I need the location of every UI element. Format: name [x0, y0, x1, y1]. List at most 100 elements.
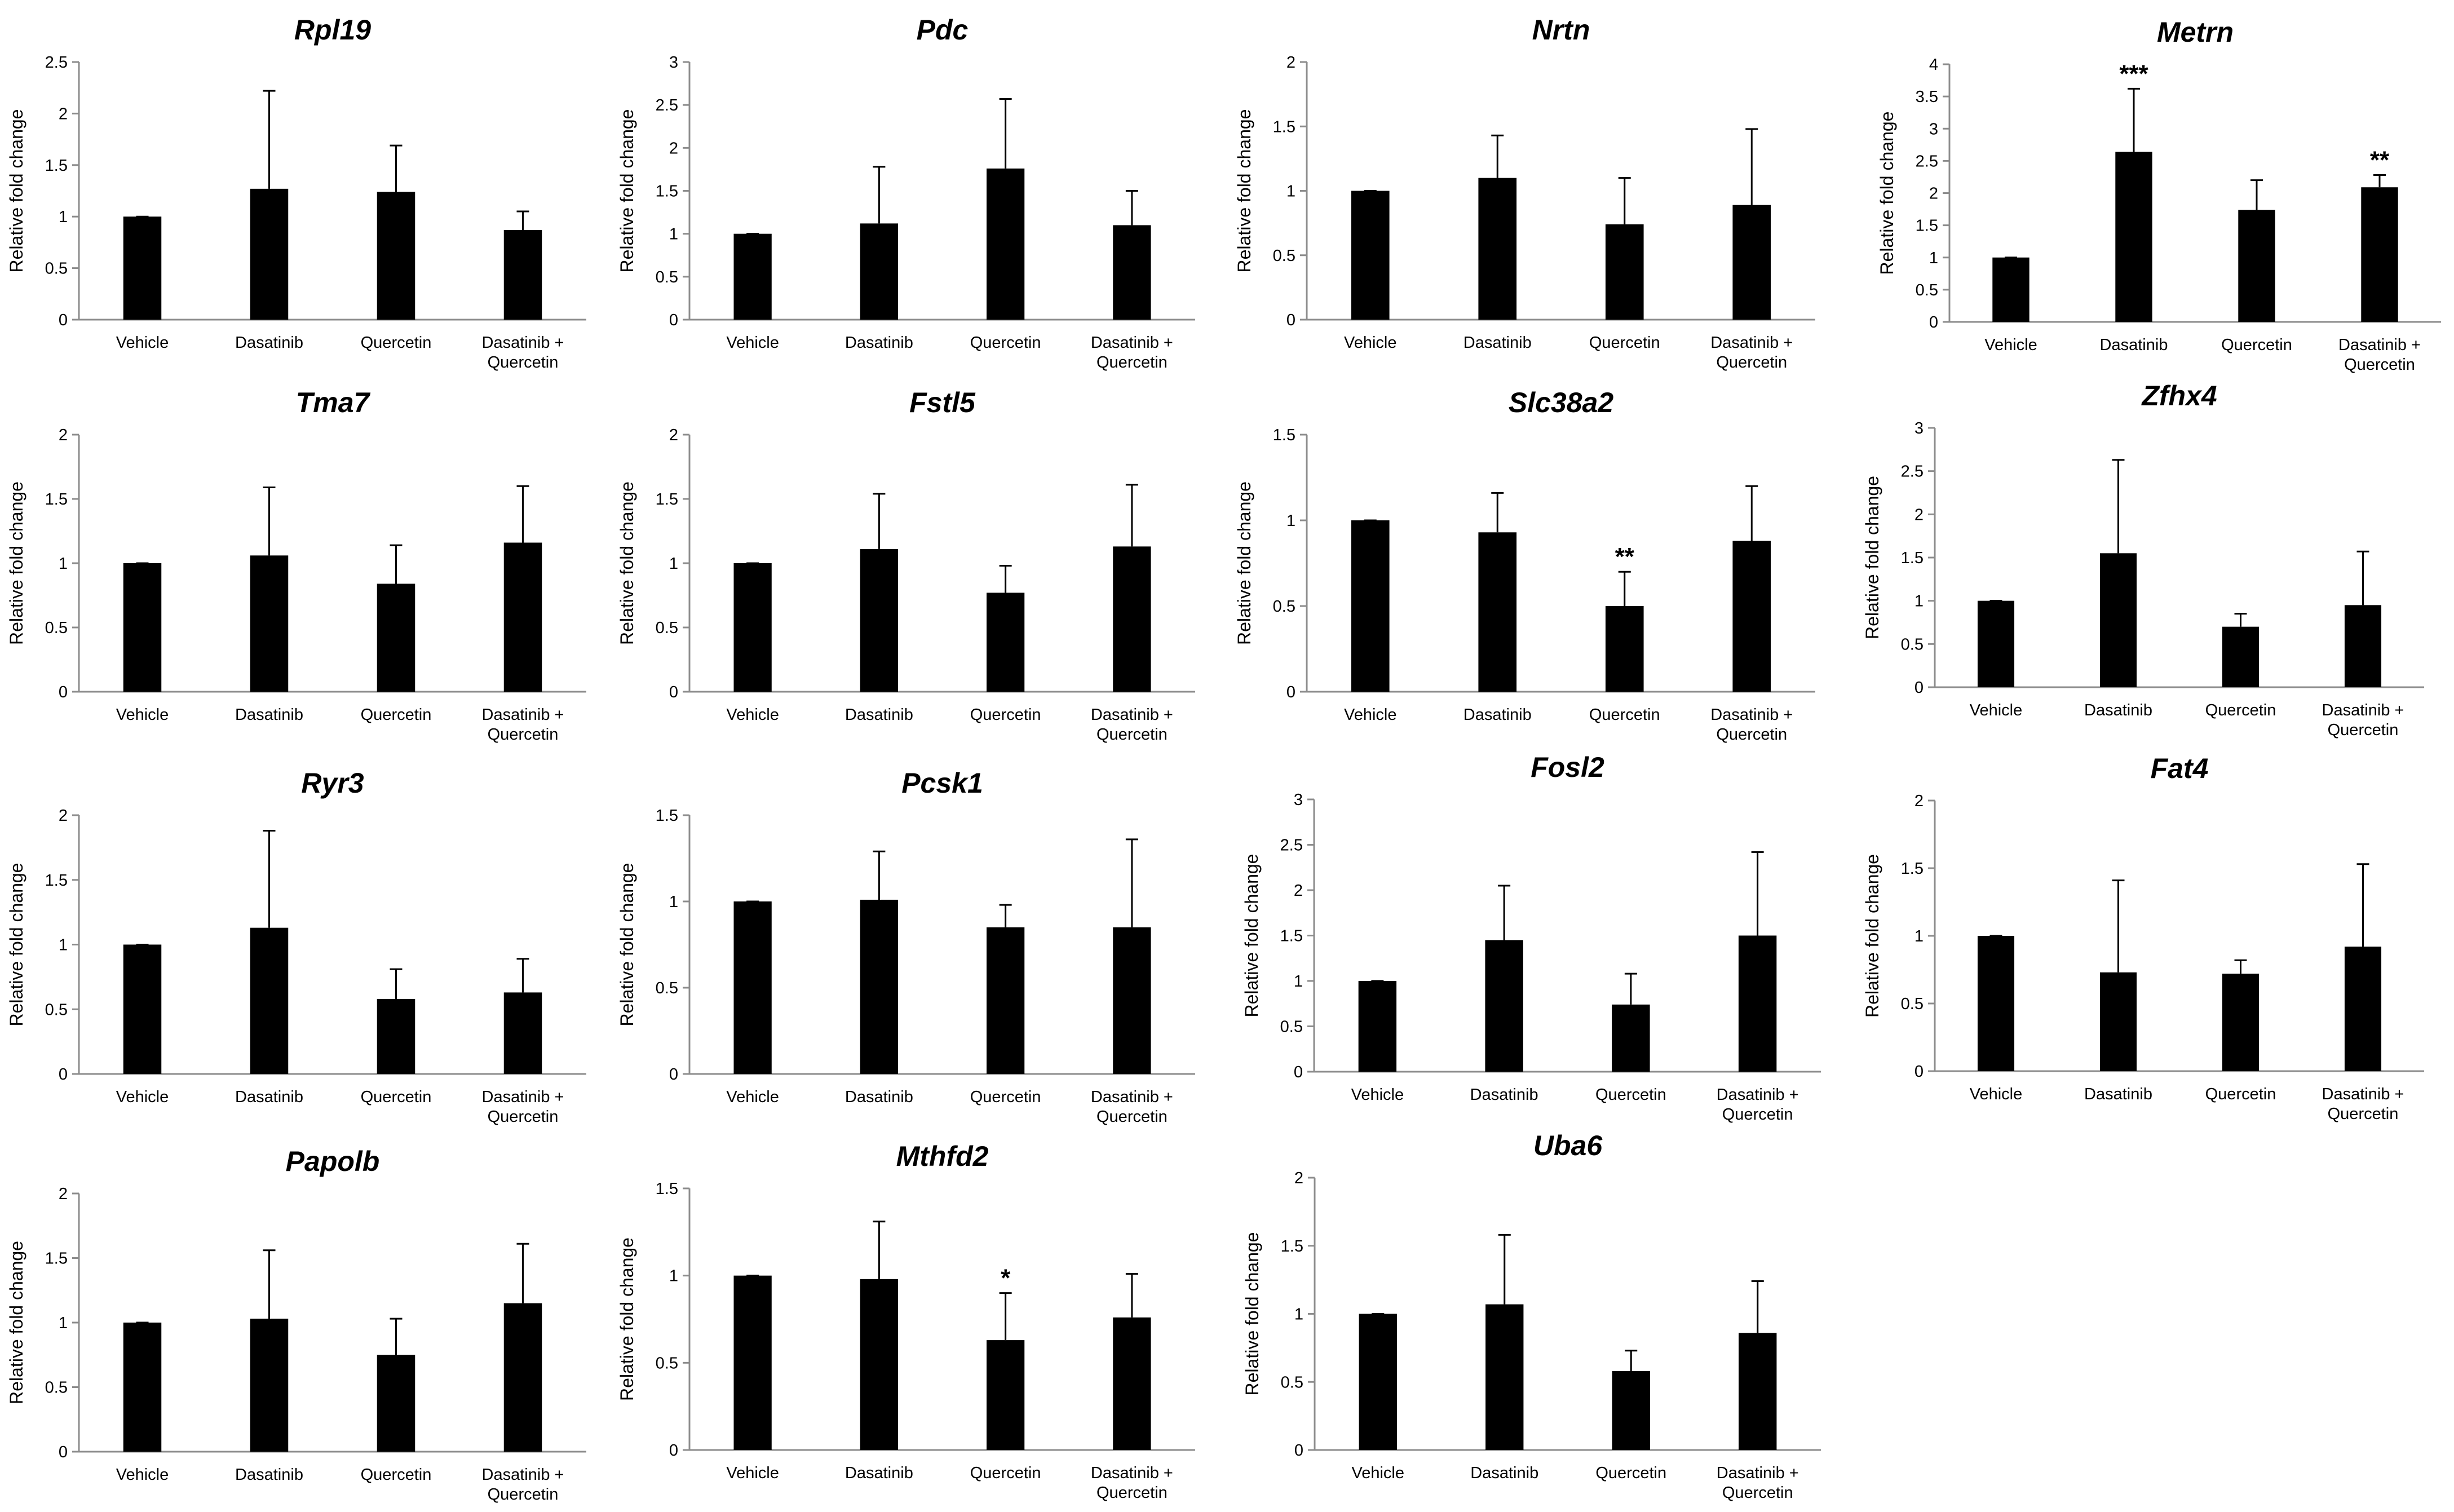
bar	[1485, 1304, 1524, 1450]
panel-nrtn: Nrtn Relative fold change 0 0.5 1 1.5 2 Vehicle…	[1234, 14, 1815, 372]
x-category-label: Vehicle	[1351, 1464, 1404, 1482]
x-category-label: Dasatinib +	[1091, 1464, 1173, 1482]
bar	[1738, 935, 1777, 1072]
x-category-label: Quercetin	[1722, 1106, 1793, 1124]
x-category-label: Dasatinib	[2084, 701, 2152, 719]
x-category-label: Quercetin	[2328, 721, 2399, 739]
y-tick-label: 1	[1286, 183, 1295, 201]
chart-title: Ryr3	[301, 767, 364, 799]
bar	[503, 229, 542, 320]
x-category-label: Vehicle	[726, 1464, 779, 1482]
bar	[2344, 947, 2382, 1071]
y-tick-label: 1.5	[45, 490, 68, 509]
chart-title: Zfhx4	[2141, 380, 2217, 412]
x-category-label: Dasatinib +	[1091, 706, 1173, 724]
bar	[377, 998, 415, 1074]
x-category-label: Quercetin	[2205, 701, 2276, 719]
bar	[986, 593, 1025, 692]
x-category-label: Dasatinib	[1470, 1464, 1538, 1482]
panel-mthfd2: Mthfd2 Relative fold change 0 0.5 1 1.5 Vehicl…	[617, 1140, 1195, 1502]
y-tick-label: 1.5	[45, 1250, 68, 1268]
panel-fstl5: Fstl5 Relative fold change 0 0.5 1 1.5 2 Vehicl…	[617, 387, 1195, 744]
x-category-label: Quercetin	[970, 1464, 1041, 1482]
panel-rpl19: Rpl19 Relative fold change 0 0.5 1 1.5 2 2.5 Veh…	[6, 14, 586, 372]
bar	[1113, 1317, 1151, 1450]
bar	[1605, 224, 1644, 320]
x-category-label: Dasatinib +	[482, 334, 564, 352]
bar	[377, 192, 415, 320]
y-tick-label: 1.5	[1273, 426, 1295, 444]
y-tick-label: 1	[669, 226, 678, 244]
y-tick-label: 1.5	[656, 1180, 678, 1198]
bar	[2222, 626, 2260, 687]
y-tick-label: 1	[669, 555, 678, 573]
bar	[860, 1279, 899, 1450]
y-tick-label: 0	[1914, 679, 1924, 697]
bar	[250, 1319, 289, 1452]
y-tick-label: 2	[1286, 54, 1295, 72]
y-tick-label: 0	[1286, 311, 1295, 329]
x-category-label: Quercetin	[1589, 334, 1660, 352]
panel-papolb: Papolb Relative fold change 0 0.5 1 1.5 2 Vehic…	[6, 1146, 586, 1504]
bar	[1113, 927, 1151, 1074]
bar	[1359, 1314, 1397, 1450]
x-category-label: Dasatinib	[1470, 1086, 1538, 1104]
x-category-label: Vehicle	[726, 334, 779, 352]
chart-title: Rpl19	[294, 14, 371, 46]
y-tick-label: 2	[1294, 1169, 1303, 1187]
bar	[733, 1275, 772, 1450]
x-category-label: Dasatinib +	[2322, 1085, 2404, 1103]
y-tick-label: 2.5	[1901, 463, 1924, 481]
chart-title: Mthfd2	[896, 1140, 989, 1172]
x-category-label: Quercetin	[2344, 356, 2415, 374]
y-tick-label: 1	[59, 936, 68, 954]
y-tick-label: 1.5	[1916, 217, 1938, 235]
y-axis-title: Relative fold change	[1234, 481, 1254, 645]
y-tick-label: 0	[59, 311, 68, 329]
y-axis-title: Relative fold change	[6, 109, 26, 273]
x-category-label: Quercetin	[1716, 726, 1787, 744]
bar	[1732, 205, 1771, 320]
y-tick-label: 0.5	[1273, 598, 1295, 616]
bar	[733, 563, 772, 692]
y-tick-label: 1.5	[45, 872, 68, 890]
x-category-label: Dasatinib	[1463, 706, 1532, 724]
y-tick-label: 2.5	[1916, 152, 1938, 170]
x-category-label: Quercetin	[361, 1466, 432, 1484]
panel-pdc: Pdc Relative fold change 0 0.5 1 1.5 2 2.5 3 Vehi…	[617, 14, 1195, 372]
x-category-label: Vehicle	[726, 1088, 779, 1106]
x-category-label: Quercetin	[1722, 1484, 1793, 1502]
y-tick-label: 0.5	[45, 1001, 68, 1019]
bar	[1977, 936, 2015, 1071]
x-category-label: Dasatinib	[845, 1464, 913, 1482]
x-category-label: Quercetin	[488, 1486, 559, 1504]
x-category-label: Quercetin	[1096, 1484, 1168, 1502]
x-category-label: Vehicle	[116, 334, 169, 352]
x-category-label: Quercetin	[1096, 726, 1168, 744]
x-category-label: Dasatinib +	[1091, 1088, 1173, 1106]
bar	[123, 563, 162, 692]
y-axis-title: Relative fold change	[617, 109, 637, 273]
bar	[503, 992, 542, 1074]
x-category-label: Quercetin	[1595, 1464, 1666, 1482]
y-tick-label: 1	[59, 555, 68, 573]
x-category-label: Dasatinib	[2084, 1085, 2152, 1103]
bar	[2344, 605, 2382, 687]
y-tick-label: 0	[1914, 1063, 1924, 1081]
x-category-label: Dasatinib +	[1717, 1464, 1799, 1482]
bar	[2222, 974, 2260, 1071]
y-tick-label: 0	[669, 1442, 678, 1460]
y-axis-title: Relative fold change	[617, 1237, 637, 1401]
y-tick-label: 1	[669, 1267, 678, 1285]
y-tick-label: 2	[669, 139, 678, 157]
bar	[1485, 940, 1523, 1072]
y-tick-label: 0.5	[45, 260, 68, 278]
chart-title: Pdc	[917, 14, 969, 46]
bar	[1358, 981, 1397, 1072]
bar	[986, 168, 1025, 320]
x-category-label: Dasatinib +	[2338, 336, 2421, 354]
x-category-label: Dasatinib	[235, 334, 303, 352]
significance-label: *	[1001, 1265, 1011, 1292]
x-category-label: Dasatinib	[1463, 334, 1532, 352]
x-category-label: Quercetin	[2328, 1105, 2399, 1123]
